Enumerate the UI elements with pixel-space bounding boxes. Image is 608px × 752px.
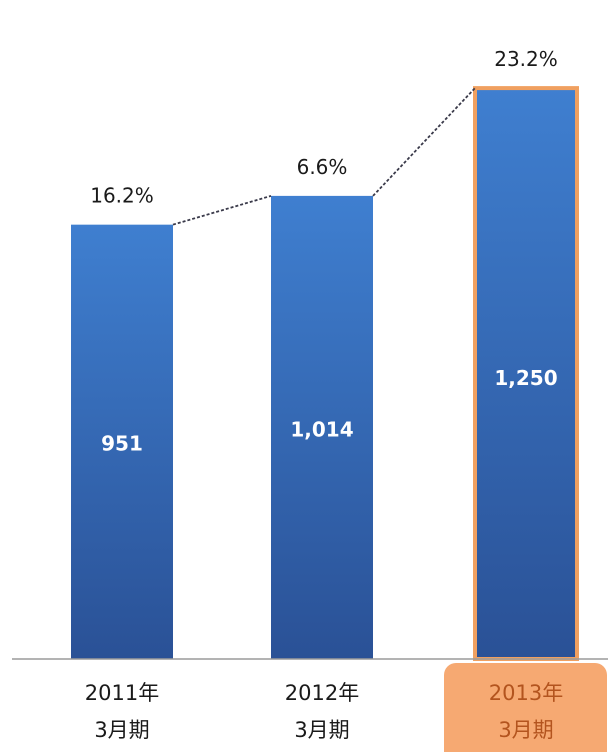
trend-line-1	[373, 88, 475, 196]
category-label-1-line2: 3月期	[294, 718, 349, 742]
category-label-1-line1: 2012年	[285, 681, 359, 705]
growth-label-0: 16.2%	[90, 184, 154, 208]
growth-label-2: 23.2%	[494, 47, 558, 71]
category-label-2-line2: 3月期	[498, 718, 553, 742]
growth-label-1: 6.6%	[297, 155, 348, 179]
bar-value-label-2: 1,250	[494, 366, 557, 390]
category-label-0-line2: 3月期	[94, 718, 149, 742]
bar-value-label-0: 951	[101, 432, 143, 456]
category-label-0-line1: 2011年	[85, 681, 159, 705]
category-label-2-line1: 2013年	[489, 681, 563, 705]
trend-line-0	[173, 196, 271, 225]
bar-value-label-1: 1,014	[290, 418, 353, 442]
